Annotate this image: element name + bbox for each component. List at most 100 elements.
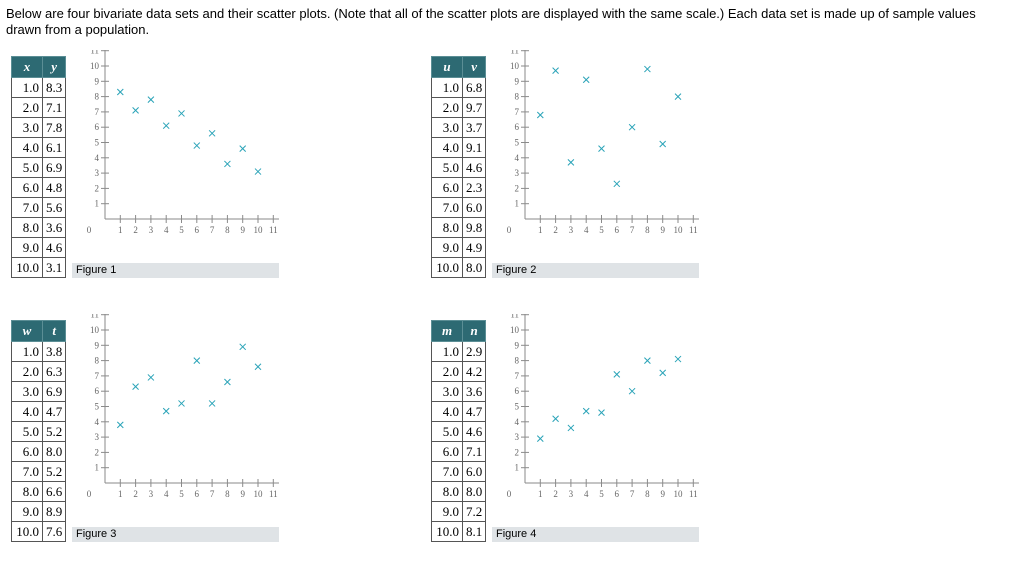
x-tick-label: 11 [269,489,278,499]
y-tick-label: 8 [515,92,520,102]
x-tick-label: 3 [149,225,154,235]
x-tick-label: 5 [599,225,604,235]
data-point [254,168,262,175]
table-cell: 7.0 [431,461,463,482]
x-tick-label: 6 [195,489,200,499]
x-tick-label: 10 [674,489,684,499]
table-row: 4.0 9.1 [431,137,487,158]
data-table: u v 1.0 6.8 2.0 9.7 3.0 3.7 4.0 9.1 5.0 4.6 6.0 2.3 7.… [431,56,487,278]
table-cell: 6.0 [461,197,487,218]
y-tick-label: 9 [515,340,520,350]
table-header: w [11,320,43,342]
table-cell: 8.0 [11,481,43,502]
x-tick-label: 5 [599,489,604,499]
origin-label: 0 [507,225,512,235]
table-cell: 6.0 [431,177,463,198]
table-row: 7.0 6.0 [431,461,487,482]
origin-label: 0 [507,489,512,499]
data-point [536,111,544,119]
table-cell: 3.0 [11,117,43,138]
table-cell: 4.8 [41,177,67,198]
table-header: u [431,56,463,78]
y-tick-label: 6 [515,386,520,396]
x-tick-label: 2 [133,489,138,499]
x-tick-label: 8 [645,489,650,499]
table-cell: 9.7 [461,97,487,118]
x-tick-label: 6 [615,225,620,235]
table-cell: 3.0 [431,117,463,138]
table-cell: 8.1 [461,521,487,542]
table-cell: 5.2 [41,461,67,482]
table-cell: 4.6 [461,157,487,178]
table-header: m [431,320,463,342]
x-tick-label: 9 [240,225,245,235]
table-row: 10.0 8.0 [431,257,487,278]
y-tick-label: 2 [515,447,520,457]
y-tick-label: 10 [90,325,100,335]
data-table: m n 1.0 2.9 2.0 4.2 3.0 3.6 4.0 4.7 5.0 4.6 6.0 7.1 7.… [431,320,487,542]
y-tick-label: 8 [95,356,100,366]
data-point [162,122,170,130]
y-tick-label: 7 [515,107,520,117]
y-tick-label: 8 [95,92,100,102]
table-cell: 3.8 [41,341,67,362]
table-cell: 6.6 [41,481,67,502]
table-row: 7.0 5.2 [11,461,67,482]
y-tick-label: 2 [95,183,100,193]
table-row: 2.0 9.7 [431,97,487,118]
data-point [132,107,139,114]
data-point [239,343,247,351]
table-cell: 7.0 [11,461,43,482]
x-tick-label: 2 [133,225,138,235]
x-tick-label: 4 [584,489,589,499]
x-tick-label: 4 [164,225,169,235]
y-tick-label: 1 [95,199,100,209]
x-tick-label: 3 [569,225,574,235]
y-tick-label: 8 [515,356,520,366]
table-cell: 2.0 [11,97,43,118]
table-row: 8.0 8.0 [431,481,487,502]
table-row: 4.0 4.7 [431,401,487,422]
table-cell: 8.9 [41,501,67,522]
table-cell: 7.2 [461,501,487,522]
data-point [582,76,590,84]
data-point [147,96,155,104]
data-point [644,65,651,73]
table-row: 1.0 8.3 [11,77,67,98]
x-tick-label: 1 [118,489,123,499]
table-row: 5.0 6.9 [11,157,67,178]
table-row: 2.0 4.2 [431,361,487,382]
table-row: 4.0 6.1 [11,137,67,158]
data-point [598,145,605,152]
table-cell: 9.0 [11,501,43,522]
x-tick-label: 8 [225,489,230,499]
data-point [193,142,201,149]
x-tick-label: 11 [689,489,698,499]
data-point [613,180,621,188]
y-tick-label: 11 [510,314,519,320]
x-tick-label: 3 [149,489,154,499]
table-cell: 4.2 [461,361,487,382]
data-point [208,129,216,137]
x-tick-label: 10 [254,225,264,235]
table-cell: 3.0 [431,381,463,402]
data-point [254,363,262,371]
x-tick-label: 7 [630,489,635,499]
table-cell: 8.0 [461,481,487,502]
table-cell: 10.0 [431,521,463,542]
table-row: 10.0 3.1 [11,257,67,278]
data-point [628,387,636,395]
y-tick-label: 7 [95,371,100,381]
figure-caption: Figure 3 [72,527,279,542]
table-cell: 2.0 [431,97,463,118]
table-cell: 2.0 [431,361,463,382]
data-point [598,409,605,416]
table-row: 7.0 6.0 [431,197,487,218]
data-point [552,415,559,423]
table-cell: 6.0 [11,177,43,198]
y-tick-label: 3 [515,432,520,442]
table-cell: 3.0 [11,381,43,402]
y-tick-label: 10 [510,61,520,71]
table-cell: 3.7 [461,117,487,138]
table-row: 3.0 3.6 [431,381,487,402]
